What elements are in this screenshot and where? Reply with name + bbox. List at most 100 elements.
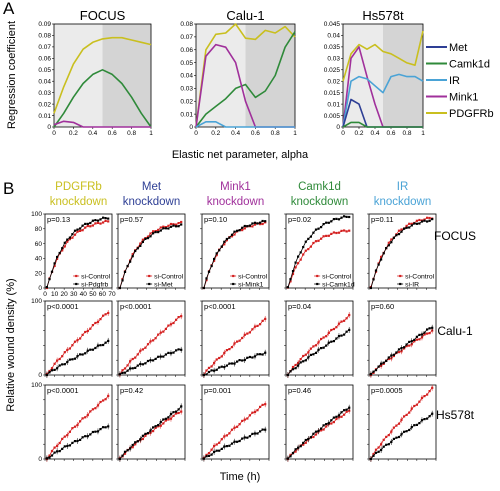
data-point-control [236, 425, 239, 428]
data-point-control [387, 434, 390, 437]
data-point-control [241, 336, 244, 340]
data-point-control [228, 348, 231, 351]
data-point-control [330, 232, 333, 235]
data-point-control [215, 254, 218, 257]
data-point-knockdown [348, 215, 351, 219]
data-point-knockdown [304, 240, 307, 243]
data-point-knockdown [220, 365, 223, 368]
shade-dark-region [102, 24, 151, 127]
panel-b-ylabel: Relative wound density (%) [5, 278, 17, 411]
y-tick-label: 0 [38, 456, 42, 463]
data-point-knockdown [385, 443, 388, 446]
data-point-knockdown [175, 349, 178, 352]
data-point-knockdown [154, 357, 157, 360]
legend-label: si-Met [154, 281, 173, 288]
panel-label-b: B [3, 179, 14, 198]
data-point-knockdown [89, 221, 92, 225]
legend-marker [232, 274, 235, 278]
wound-plot-hs578t-camk1d: p=0.46 [284, 384, 354, 462]
data-point-knockdown [126, 449, 129, 452]
data-point-knockdown [157, 424, 160, 427]
data-point-control [56, 257, 59, 260]
data-point-knockdown [81, 436, 84, 439]
y-tick-label: 0.08 [38, 33, 51, 40]
data-point-knockdown [175, 225, 178, 228]
data-point-knockdown [428, 415, 431, 418]
panel-b-xlabel: Time (h) [220, 471, 261, 483]
data-point-knockdown [431, 218, 434, 221]
data-point-control [152, 230, 155, 233]
data-point-knockdown [146, 359, 150, 363]
data-point-control [177, 411, 180, 415]
data-point-control [81, 333, 84, 336]
data-point-control [73, 340, 77, 343]
data-point-control [343, 319, 346, 322]
data-point-knockdown [96, 219, 100, 222]
data-point-knockdown [415, 335, 418, 338]
series-line-ir [342, 73, 424, 128]
data-point-knockdown [164, 353, 167, 356]
series-line-mink1 [53, 120, 151, 128]
data-point-knockdown [66, 238, 69, 241]
data-point-knockdown [259, 353, 262, 356]
data-point-knockdown [251, 356, 254, 359]
data-point-control [164, 226, 167, 229]
data-point-control [61, 249, 64, 252]
data-point-control [256, 409, 259, 412]
wound-plot-calu-1-camk1d: p=0.04 [284, 300, 354, 378]
data-point-knockdown [180, 223, 183, 226]
plot-frame [285, 384, 354, 460]
data-point-knockdown [238, 359, 241, 362]
wound-plot-hs578t-met: p=0.42 [116, 384, 186, 462]
data-point-control [299, 358, 302, 361]
data-point-control [302, 443, 305, 446]
data-point-control [48, 454, 51, 457]
data-point-knockdown [314, 430, 318, 433]
data-point-knockdown [327, 221, 330, 224]
data-point-control [63, 435, 66, 438]
data-point-control [96, 221, 100, 224]
data-point-knockdown [61, 247, 64, 250]
data-point-knockdown [99, 344, 102, 347]
data-point-knockdown [81, 224, 84, 227]
p-value-label: p<0.0001 [47, 386, 79, 395]
data-point-control [79, 337, 82, 340]
data-point-control [99, 222, 102, 225]
data-point-control [53, 362, 56, 365]
data-point-control [299, 258, 302, 261]
data-point-knockdown [207, 270, 211, 273]
data-point-knockdown [48, 278, 51, 281]
data-point-control [230, 235, 234, 238]
data-point-knockdown [317, 227, 320, 230]
data-point-knockdown [79, 353, 82, 356]
data-point-knockdown [159, 229, 162, 232]
data-point-knockdown [241, 359, 244, 362]
x-tick-label: 30 [70, 291, 78, 298]
data-point-knockdown [420, 220, 424, 223]
y-tick-label: 20 [35, 270, 43, 277]
data-point-knockdown [251, 222, 254, 225]
data-point-knockdown [129, 260, 132, 263]
legend-marker [75, 274, 78, 278]
data-point-knockdown [392, 437, 395, 440]
data-point-control [152, 339, 155, 342]
data-point-control [408, 222, 411, 225]
y-tick-label: 0.08 [180, 21, 193, 28]
legend-marker [316, 274, 319, 278]
data-point-knockdown [286, 286, 289, 289]
data-point-knockdown [343, 215, 346, 218]
plot-frame [117, 384, 186, 460]
data-point-control [144, 434, 147, 437]
data-point-control [302, 253, 305, 256]
data-point-control [418, 338, 421, 341]
data-point-control [335, 231, 338, 235]
data-point-knockdown [246, 436, 249, 439]
data-point-control [385, 435, 388, 438]
data-point-control [89, 327, 92, 330]
data-point-knockdown [144, 432, 147, 435]
data-point-control [380, 255, 383, 258]
data-point-knockdown [205, 455, 208, 458]
x-tick-label: 0.2 [69, 130, 78, 137]
